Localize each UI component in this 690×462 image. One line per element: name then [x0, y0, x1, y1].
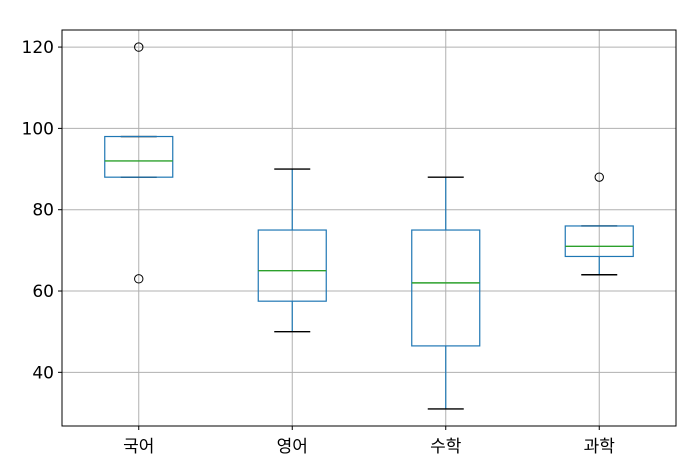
x-tick-label: 국어: [123, 437, 154, 457]
iqr-box: [411, 229, 481, 347]
x-tick-label: 영어: [277, 437, 308, 457]
box-국어: [104, 42, 174, 284]
x-tick-label: 과학: [584, 437, 616, 457]
iqr-box: [564, 225, 634, 258]
iqr-box: [257, 229, 327, 302]
grid-layer: [62, 30, 676, 426]
tick-layer: 40 60 80 100 120 국어 영어 수학 과학: [22, 38, 616, 457]
box-영어: [257, 168, 327, 333]
y-tick-label: 120: [22, 38, 54, 58]
iqr-box: [104, 135, 174, 178]
box-수학: [411, 176, 481, 410]
outlier-point: [134, 42, 144, 52]
y-tick-label: 40: [32, 363, 54, 383]
x-tick-label: 수학: [430, 437, 462, 457]
box-layer: [104, 42, 634, 410]
outlier-point: [134, 274, 144, 284]
plot-frame: [61, 29, 677, 427]
outlier-point: [594, 172, 604, 182]
y-tick-label: 80: [32, 201, 54, 221]
y-tick-label: 100: [22, 119, 54, 139]
box-과학: [564, 172, 634, 276]
y-tick-label: 60: [32, 282, 54, 302]
